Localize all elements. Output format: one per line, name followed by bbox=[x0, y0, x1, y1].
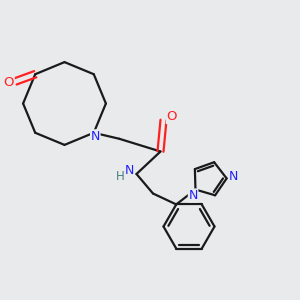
Text: N: N bbox=[229, 170, 238, 183]
Text: O: O bbox=[4, 76, 14, 89]
Text: N: N bbox=[188, 189, 198, 202]
Text: H: H bbox=[116, 170, 125, 184]
Text: N: N bbox=[91, 130, 100, 143]
Text: O: O bbox=[167, 110, 177, 124]
Text: N: N bbox=[124, 164, 134, 177]
